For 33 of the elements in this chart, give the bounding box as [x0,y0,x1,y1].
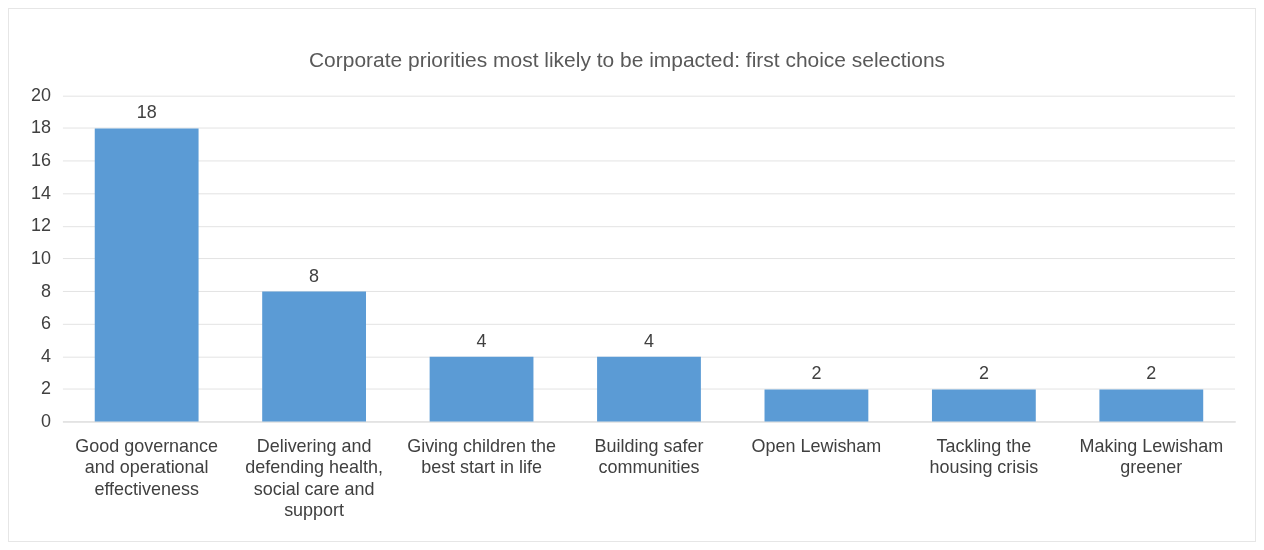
y-tick-label: 20 [30,84,51,105]
x-tick-label: Giving children the best start in life [407,435,556,478]
y-tick-label: 18 [30,117,51,138]
bar [429,356,534,422]
y-tick-label: 14 [30,182,51,203]
x-tick-label: Good governance and operational effectiveness [75,435,219,499]
x-tick-label: Delivering and defending health, social care and support [245,435,383,521]
bar [764,389,869,422]
y-tick-label: 16 [30,150,51,171]
y-tick-label: 12 [30,215,51,236]
data-label: 2 [811,363,822,384]
x-tick-label: Open Lewisham [751,435,882,456]
bar [931,389,1036,422]
y-tick-label: 2 [40,378,51,399]
data-label: 4 [476,330,487,351]
bar [1099,389,1204,422]
y-tick-label: 4 [40,345,51,366]
x-tick-label: Making Lewisham greener [1079,435,1224,478]
bar [262,291,367,422]
y-tick-label: 6 [40,313,51,334]
y-tick-label: 10 [30,247,51,268]
y-tick-label: 8 [40,280,51,301]
chart-title: Corporate priorities most likely to be impacted: first choice selections [308,48,946,72]
data-label: 4 [643,330,654,351]
data-label: 2 [1146,363,1157,384]
bar [597,356,701,422]
bar [94,128,199,422]
x-tick-label: Tackling the housing crisis [929,435,1039,478]
data-label: 8 [309,265,320,286]
data-label: 18 [136,102,157,123]
data-label: 2 [978,363,989,384]
y-tick-label: 0 [40,411,51,431]
x-tick-label: Building safer communities [594,435,704,478]
